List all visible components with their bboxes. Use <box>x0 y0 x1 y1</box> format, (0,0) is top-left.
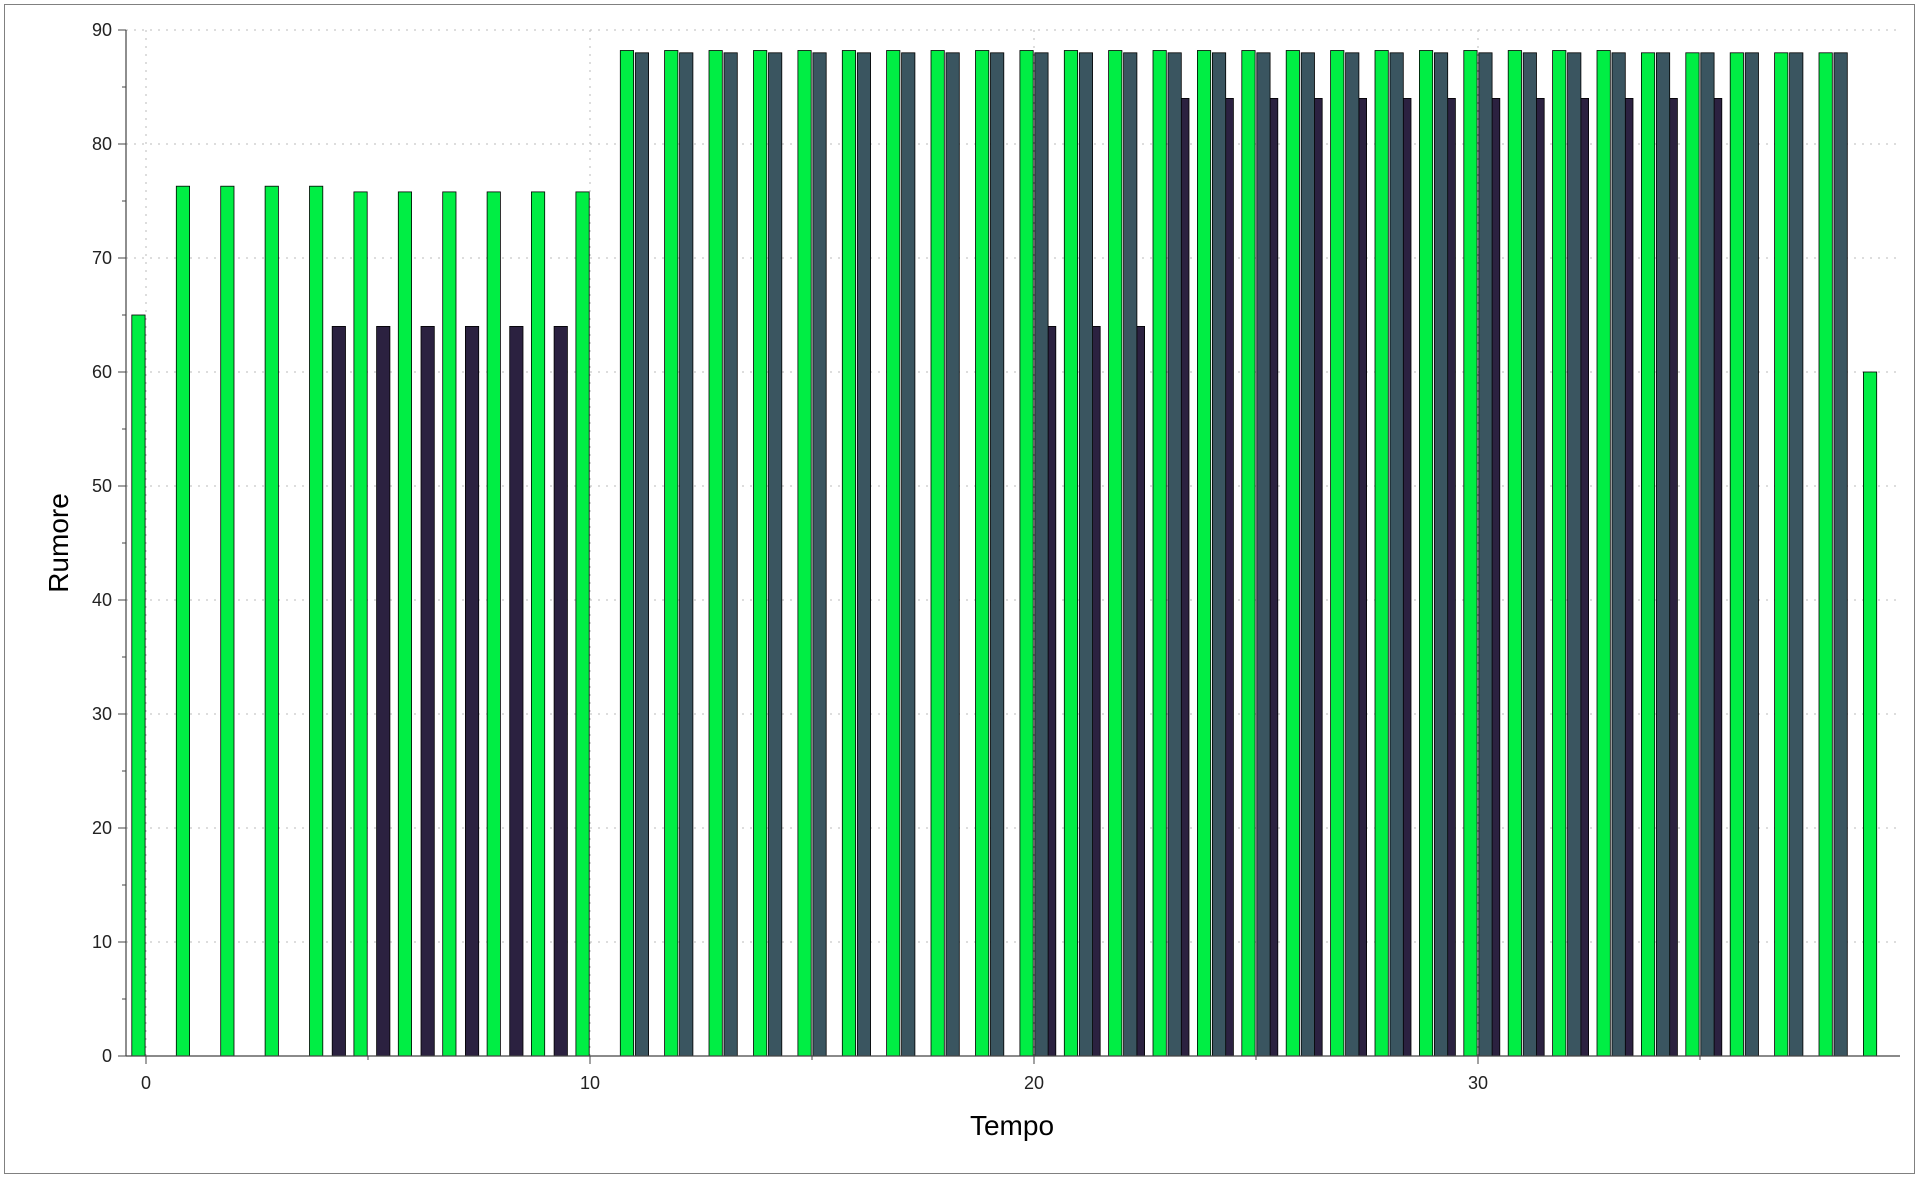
bar-series-1 <box>619 50 634 1057</box>
bar-series-3 <box>1567 52 1582 1057</box>
bar-series-1 <box>1774 52 1789 1057</box>
bar-series-3 <box>1522 52 1537 1057</box>
bar-series-1 <box>1019 50 1034 1057</box>
bar-series-1 <box>1330 50 1345 1057</box>
x-tick-label: 30 <box>1468 1073 1488 1093</box>
y-tick-label: 10 <box>92 932 112 952</box>
bar-series-1 <box>264 185 279 1057</box>
bar-series-1 <box>975 50 990 1057</box>
bar-series-1 <box>1552 50 1567 1057</box>
bar-series-1 <box>1285 50 1300 1057</box>
bar-series-3 <box>1744 52 1759 1057</box>
bar-series-3 <box>1300 52 1315 1057</box>
bar-series-1 <box>1197 50 1212 1057</box>
bar-series-1 <box>131 314 146 1057</box>
bar-series-1 <box>1241 50 1256 1057</box>
bar-series-3 <box>1078 52 1094 1057</box>
bar-series-1 <box>1108 50 1123 1057</box>
bar-series-1 <box>1063 50 1079 1057</box>
y-tick-label: 30 <box>92 704 112 724</box>
bar-series-3 <box>679 52 694 1057</box>
y-tick-label: 20 <box>92 818 112 838</box>
bar-series-2 <box>509 325 524 1057</box>
bar-series-3 <box>1789 52 1804 1057</box>
bar-series-1 <box>1374 50 1389 1057</box>
bar-series-3 <box>1656 52 1671 1057</box>
bar-series-3 <box>1034 52 1049 1057</box>
bar-series-3 <box>812 52 827 1057</box>
bar-series-1 <box>175 185 191 1057</box>
bar-series-3 <box>945 52 960 1057</box>
x-tick-label: 20 <box>1024 1073 1044 1093</box>
y-tick-label: 50 <box>92 476 112 496</box>
bar-series-1 <box>220 185 235 1057</box>
bar-series-1 <box>1507 50 1522 1057</box>
bar-series-3 <box>1434 52 1449 1057</box>
bar-series-1 <box>753 50 768 1057</box>
bar-series-3 <box>1212 52 1227 1057</box>
bar-series-2 <box>464 325 480 1057</box>
bar-series-1 <box>531 191 546 1057</box>
bar-series-3 <box>634 52 649 1057</box>
bar-series-3 <box>1700 52 1715 1057</box>
bar-series-1 <box>1463 50 1478 1057</box>
bar-series-1 <box>1152 50 1167 1057</box>
grid-lines <box>126 29 1900 1056</box>
y-tick-label: 40 <box>92 590 112 610</box>
bar-series-1 <box>575 191 590 1057</box>
x-tick-label: 10 <box>580 1073 600 1093</box>
bar-series-1 <box>930 50 945 1057</box>
bar-series-3 <box>1478 52 1493 1057</box>
bar-series-3 <box>1345 52 1360 1057</box>
bars <box>131 50 1878 1057</box>
bar-series-3 <box>1167 52 1182 1057</box>
axes <box>125 30 1900 1057</box>
y-tick-label: 0 <box>102 1046 112 1066</box>
bar-series-1 <box>797 50 812 1057</box>
y-tick-label: 90 <box>92 20 112 40</box>
bar-series-2 <box>376 325 391 1057</box>
bar-series-1 <box>886 50 901 1057</box>
y-tick-label: 80 <box>92 134 112 154</box>
bar-series-1 <box>309 185 324 1057</box>
bar-series-2 <box>420 325 435 1057</box>
bar-series-1 <box>1729 52 1744 1057</box>
bar-series-1 <box>442 191 457 1057</box>
bar-series-1 <box>1863 371 1878 1057</box>
y-tick-label: 60 <box>92 362 112 382</box>
bar-series-3 <box>768 52 783 1057</box>
bar-series-1 <box>664 50 679 1057</box>
bar-series-1 <box>486 191 501 1057</box>
bar-series-1 <box>841 50 856 1057</box>
bar-series-3 <box>1611 52 1626 1057</box>
bar-series-1 <box>1596 50 1611 1057</box>
x-axis-title: Tempo <box>970 1110 1054 1141</box>
bar-series-3 <box>1256 52 1271 1057</box>
bar-series-3 <box>1123 52 1138 1057</box>
y-axis-title: Rumore <box>43 493 74 593</box>
bar-series-1 <box>353 191 368 1057</box>
bar-series-1 <box>1685 52 1700 1057</box>
y-tick-label: 70 <box>92 248 112 268</box>
bar-series-1 <box>397 191 412 1057</box>
ticks: 0 10 20 30 40 50 60 70 80 90 0 10 20 30 <box>92 20 1701 1093</box>
bar-series-1 <box>1818 52 1833 1057</box>
bar-series-2 <box>331 325 346 1057</box>
bar-series-1 <box>708 50 723 1057</box>
x-tick-label: 0 <box>141 1073 151 1093</box>
bar-series-3 <box>990 52 1005 1057</box>
bar-series-3 <box>1389 52 1404 1057</box>
bar-series-3 <box>1833 52 1848 1057</box>
bar-series-3 <box>901 52 916 1057</box>
bar-series-1 <box>1419 50 1434 1057</box>
bar-series-1 <box>1641 52 1656 1057</box>
bar-series-2 <box>553 325 568 1057</box>
bar-series-3 <box>723 52 738 1057</box>
bar-series-3 <box>856 52 871 1057</box>
